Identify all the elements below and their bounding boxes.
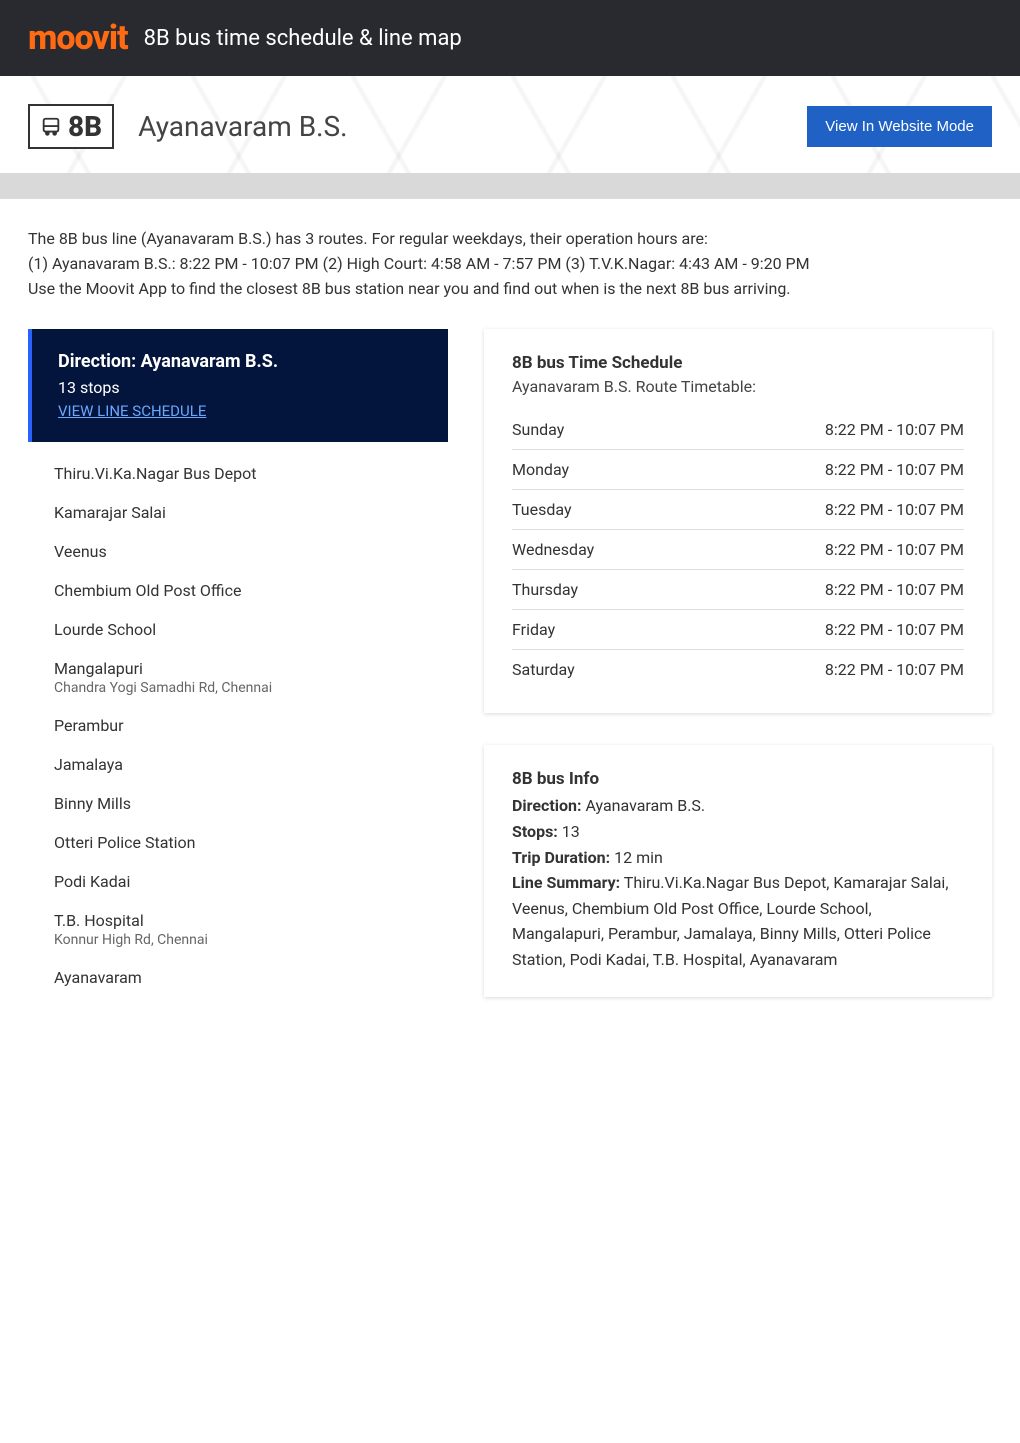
schedule-row: Thursday 8:22 PM - 10:07 PM [512,570,964,610]
route-header-left: 8B Ayanavaram B.S. [28,104,348,149]
intro-text: The 8B bus line (Ayanavaram B.S.) has 3 … [0,199,1020,329]
route-header: 8B Ayanavaram B.S. View In Website Mode [0,76,1020,173]
route-badge: 8B [28,104,114,149]
stops-list: Thiru.Vi.Ka.Nagar Bus Depot Kamarajar Sal… [28,442,448,1029]
schedule-row: Tuesday 8:22 PM - 10:07 PM [512,490,964,530]
stop-item: Thiru.Vi.Ka.Nagar Bus Depot [54,464,422,483]
brand-logo: moovit [28,18,128,58]
info-duration: Trip Duration: 12 min [512,845,964,871]
schedule-table: Sunday 8:22 PM - 10:07 PM Monday 8:22 PM - … [512,410,964,689]
info-stops-label: Stops: [512,822,558,841]
view-website-button[interactable]: View In Website Mode [807,106,992,147]
info-duration-value: 12 min [614,848,663,867]
stop-name: Thiru.Vi.Ka.Nagar Bus Depot [54,464,422,483]
schedule-row: Monday 8:22 PM - 10:07 PM [512,450,964,490]
stop-name: Perambur [54,716,422,735]
info-direction: Direction: Ayanavaram B.S. [512,793,964,819]
schedule-day: Saturday [512,660,575,679]
page-title: 8B bus time schedule & line map [144,26,462,51]
schedule-hours: 8:22 PM - 10:07 PM [825,580,964,599]
stop-item: Ayanavaram [54,968,422,987]
view-schedule-link[interactable]: VIEW LINE SCHEDULE [58,402,206,420]
stop-item: Perambur [54,716,422,735]
info-stops-value: 13 [562,822,580,841]
stop-item: T.B. Hospital Konnur High Rd, Chennai [54,911,422,948]
app-header: moovit 8B bus time schedule & line map [0,0,1020,76]
divider-bar [0,173,1020,199]
schedule-row: Friday 8:22 PM - 10:07 PM [512,610,964,650]
stop-name: Ayanavaram [54,968,422,987]
stop-name: T.B. Hospital [54,911,422,930]
stop-name: Lourde School [54,620,422,639]
intro-line-3: Use the Moovit App to find the closest 8… [28,277,992,302]
schedule-hours: 8:22 PM - 10:07 PM [825,540,964,559]
direction-title: Direction: Ayanavaram B.S. [58,351,422,372]
schedule-hours: 8:22 PM - 10:07 PM [825,620,964,639]
stop-name: Veenus [54,542,422,561]
schedule-title: 8B bus Time Schedule [512,353,964,373]
info-direction-label: Direction: [512,796,581,815]
schedule-day: Sunday [512,420,564,439]
schedule-hours: 8:22 PM - 10:07 PM [825,460,964,479]
bus-icon [40,116,62,138]
stop-item: Otteri Police Station [54,833,422,852]
right-column: 8B bus Time Schedule Ayanavaram B.S. Rou… [484,329,992,1029]
stop-subtext: Konnur High Rd, Chennai [54,932,422,948]
intro-line-2: (1) Ayanavaram B.S.: 8:22 PM - 10:07 PM … [28,252,992,277]
stop-item: Veenus [54,542,422,561]
schedule-day: Monday [512,460,569,479]
schedule-subtitle: Ayanavaram B.S. Route Timetable: [512,377,964,396]
stop-name: Mangalapuri [54,659,422,678]
info-summary: Line Summary: Thiru.Vi.Ka.Nagar Bus Depo… [512,870,964,972]
schedule-hours: 8:22 PM - 10:07 PM [825,420,964,439]
schedule-day: Wednesday [512,540,594,559]
info-duration-label: Trip Duration: [512,848,610,867]
stop-name: Otteri Police Station [54,833,422,852]
schedule-hours: 8:22 PM - 10:07 PM [825,660,964,679]
stop-item: Chembium Old Post Office [54,581,422,600]
schedule-card: 8B bus Time Schedule Ayanavaram B.S. Rou… [484,329,992,713]
main-content: Direction: Ayanavaram B.S. 13 stops VIEW… [0,329,1020,1069]
stop-name: Chembium Old Post Office [54,581,422,600]
schedule-hours: 8:22 PM - 10:07 PM [825,500,964,519]
schedule-row: Saturday 8:22 PM - 10:07 PM [512,650,964,689]
info-title: 8B bus Info [512,769,964,789]
stop-item: Mangalapuri Chandra Yogi Samadhi Rd, Chen… [54,659,422,696]
stop-name: Kamarajar Salai [54,503,422,522]
info-direction-value: Ayanavaram B.S. [585,796,705,815]
intro-line-1: The 8B bus line (Ayanavaram B.S.) has 3 … [28,227,992,252]
info-stops: Stops: 13 [512,819,964,845]
direction-box: Direction: Ayanavaram B.S. 13 stops VIEW… [28,329,448,442]
stop-item: Podi Kadai [54,872,422,891]
info-summary-label: Line Summary: [512,873,620,892]
left-column: Direction: Ayanavaram B.S. 13 stops VIEW… [28,329,448,1029]
stop-item: Lourde School [54,620,422,639]
stop-subtext: Chandra Yogi Samadhi Rd, Chennai [54,680,422,696]
stop-name: Binny Mills [54,794,422,813]
info-card: 8B bus Info Direction: Ayanavaram B.S. S… [484,745,992,996]
stop-name: Jamalaya [54,755,422,774]
route-name: Ayanavaram B.S. [138,110,347,143]
schedule-row: Wednesday 8:22 PM - 10:07 PM [512,530,964,570]
schedule-day: Friday [512,620,555,639]
stop-item: Kamarajar Salai [54,503,422,522]
schedule-row: Sunday 8:22 PM - 10:07 PM [512,410,964,450]
direction-stops-count: 13 stops [58,378,422,397]
stop-item: Binny Mills [54,794,422,813]
schedule-day: Tuesday [512,500,572,519]
stop-item: Jamalaya [54,755,422,774]
stop-name: Podi Kadai [54,872,422,891]
route-label: 8B [68,110,102,143]
schedule-day: Thursday [512,580,578,599]
